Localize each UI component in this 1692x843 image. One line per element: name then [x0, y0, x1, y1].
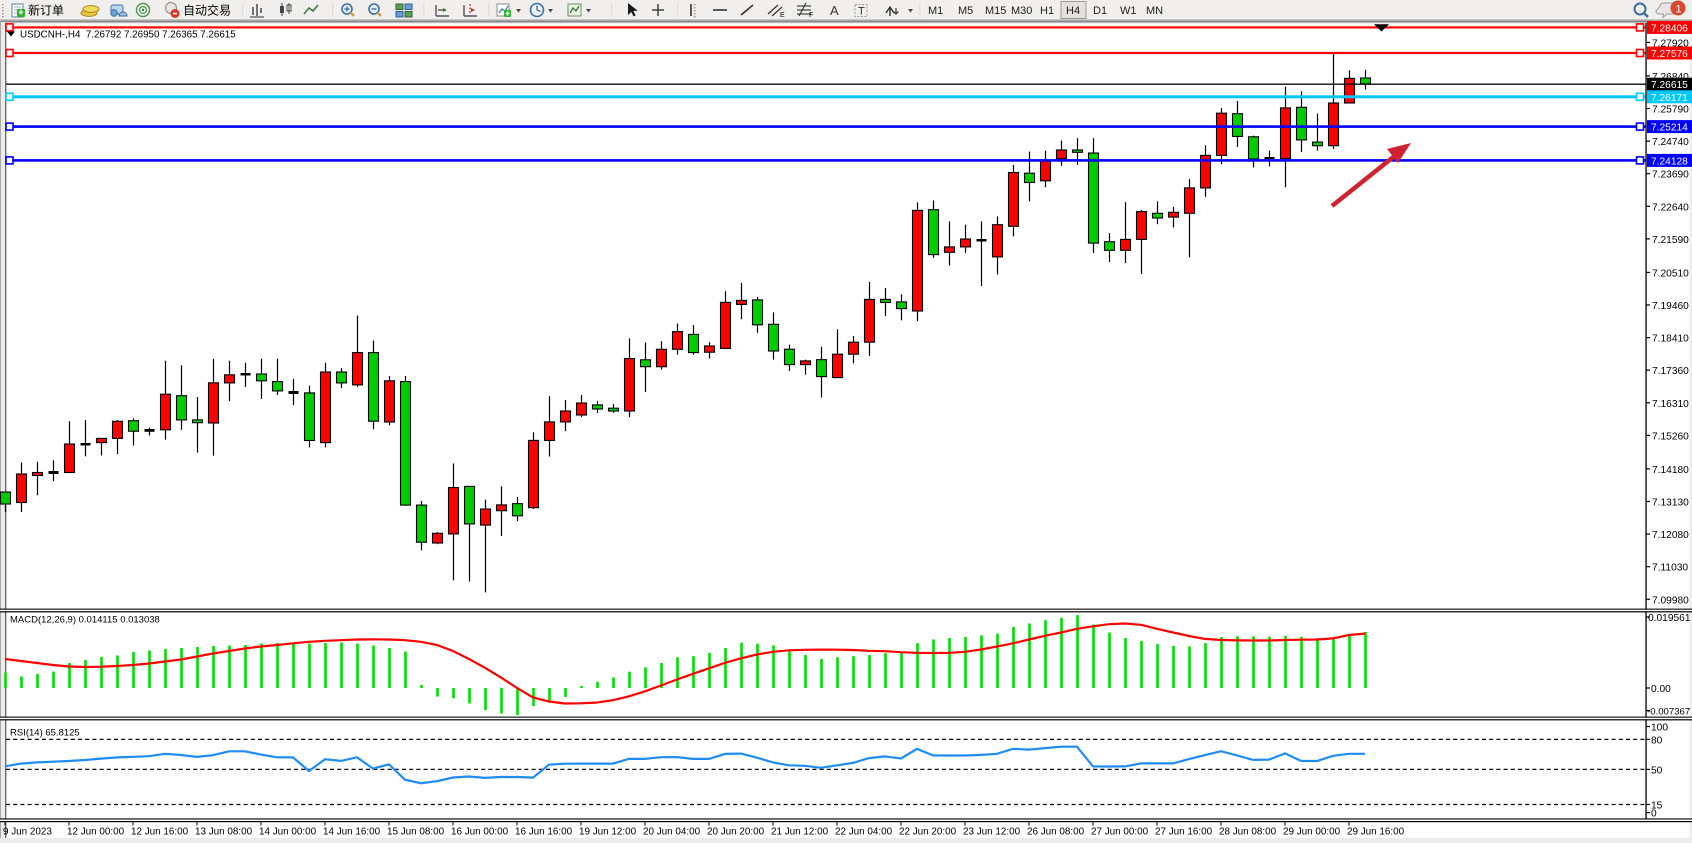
svg-text:7.28406: 7.28406: [1651, 23, 1688, 34]
svg-text:7.19460: 7.19460: [1652, 301, 1689, 312]
svg-text:7.16310: 7.16310: [1652, 399, 1689, 410]
svg-text:20 Jun 04:00: 20 Jun 04:00: [643, 827, 701, 838]
svg-text:7.12080: 7.12080: [1652, 530, 1689, 541]
svg-text:D1: D1: [1093, 5, 1107, 17]
svg-text:16 Jun 00:00: 16 Jun 00:00: [451, 827, 509, 838]
svg-text:29 Jun 16:00: 29 Jun 16:00: [1347, 827, 1405, 838]
svg-text:MN: MN: [1146, 5, 1163, 17]
svg-text:14 Jun 16:00: 14 Jun 16:00: [323, 827, 381, 838]
svg-text:50: 50: [1651, 765, 1663, 776]
svg-text:H1: H1: [1040, 5, 1054, 17]
svg-text:0: 0: [1651, 809, 1657, 820]
svg-text:7.17360: 7.17360: [1652, 366, 1689, 377]
svg-text:12 Jun 16:00: 12 Jun 16:00: [131, 827, 189, 838]
svg-text:9 Jun 2023: 9 Jun 2023: [3, 827, 52, 838]
svg-text:7.26171: 7.26171: [1651, 93, 1688, 104]
svg-text:22 Jun 04:00: 22 Jun 04:00: [835, 827, 893, 838]
svg-text:12 Jun 00:00: 12 Jun 00:00: [67, 827, 125, 838]
svg-text:7.26840: 7.26840: [1652, 72, 1689, 83]
svg-text:M5: M5: [958, 5, 973, 17]
svg-text:7.18410: 7.18410: [1652, 334, 1689, 345]
svg-text:7.14180: 7.14180: [1652, 465, 1689, 476]
svg-text:H4: H4: [1066, 5, 1080, 17]
svg-text:0.00: 0.00: [1651, 684, 1671, 695]
svg-text:RSI(14) 65.8125: RSI(14) 65.8125: [10, 728, 80, 739]
svg-text:80: 80: [1651, 735, 1663, 746]
svg-text:M15: M15: [985, 5, 1006, 17]
svg-text:7.26615: 7.26615: [1651, 80, 1688, 91]
svg-text:7.24740: 7.24740: [1652, 137, 1689, 148]
svg-text:7.21590: 7.21590: [1652, 235, 1689, 246]
svg-text:16 Jun 16:00: 16 Jun 16:00: [515, 827, 573, 838]
svg-text:7.25790: 7.25790: [1652, 105, 1689, 116]
svg-text:28 Jun 08:00: 28 Jun 08:00: [1219, 827, 1277, 838]
svg-text:T: T: [858, 6, 865, 18]
svg-text:15 Jun 08:00: 15 Jun 08:00: [387, 827, 445, 838]
svg-text:27 Jun 00:00: 27 Jun 00:00: [1091, 827, 1149, 838]
svg-text:7.13130: 7.13130: [1652, 498, 1689, 509]
svg-text:21 Jun 12:00: 21 Jun 12:00: [771, 827, 829, 838]
svg-text:29 Jun 00:00: 29 Jun 00:00: [1283, 827, 1341, 838]
svg-text:7.22640: 7.22640: [1652, 202, 1689, 213]
svg-text:USDCNH-,H4 7.26792 7.26950 7.: USDCNH-,H4 7.26792 7.26950 7.26365 7.266…: [20, 30, 236, 41]
svg-text:7.11030: 7.11030: [1652, 563, 1688, 574]
svg-text:7.23690: 7.23690: [1652, 170, 1689, 181]
svg-text:15: 15: [1651, 801, 1663, 812]
svg-text:E: E: [780, 12, 785, 19]
svg-text:A: A: [830, 3, 839, 18]
svg-text:13 Jun 08:00: 13 Jun 08:00: [195, 827, 253, 838]
svg-text:27 Jun 16:00: 27 Jun 16:00: [1155, 827, 1213, 838]
svg-text:-0.007367: -0.007367: [1647, 707, 1690, 718]
svg-text:20 Jun 20:00: 20 Jun 20:00: [707, 827, 765, 838]
svg-text:M30: M30: [1011, 5, 1032, 17]
svg-text:23 Jun 12:00: 23 Jun 12:00: [963, 827, 1021, 838]
svg-text:7.27576: 7.27576: [1651, 49, 1688, 60]
svg-text:1: 1: [1676, 4, 1682, 16]
svg-text:7.09980: 7.09980: [1652, 595, 1689, 606]
svg-text:7.24128: 7.24128: [1651, 156, 1688, 167]
svg-text:7.20510: 7.20510: [1652, 268, 1689, 279]
svg-text:自动交易: 自动交易: [183, 3, 231, 18]
svg-text:19 Jun 12:00: 19 Jun 12:00: [579, 827, 637, 838]
svg-text:26 Jun 08:00: 26 Jun 08:00: [1027, 827, 1085, 838]
svg-text:7.27920: 7.27920: [1652, 38, 1689, 49]
svg-text:新订单: 新订单: [28, 3, 64, 18]
svg-text:7.15260: 7.15260: [1652, 431, 1689, 442]
svg-text:14 Jun 00:00: 14 Jun 00:00: [259, 827, 317, 838]
svg-text:MACD(12,26,9) 0.014115 0.01303: MACD(12,26,9) 0.014115 0.013038: [10, 615, 160, 626]
svg-text:0.019561: 0.019561: [1648, 613, 1691, 624]
svg-text:7.25214: 7.25214: [1651, 123, 1688, 134]
svg-text:22 Jun 20:00: 22 Jun 20:00: [899, 827, 957, 838]
svg-text:W1: W1: [1120, 5, 1137, 17]
svg-text:100: 100: [1651, 723, 1668, 734]
svg-text:M1: M1: [928, 5, 943, 17]
svg-text:F: F: [809, 12, 813, 19]
